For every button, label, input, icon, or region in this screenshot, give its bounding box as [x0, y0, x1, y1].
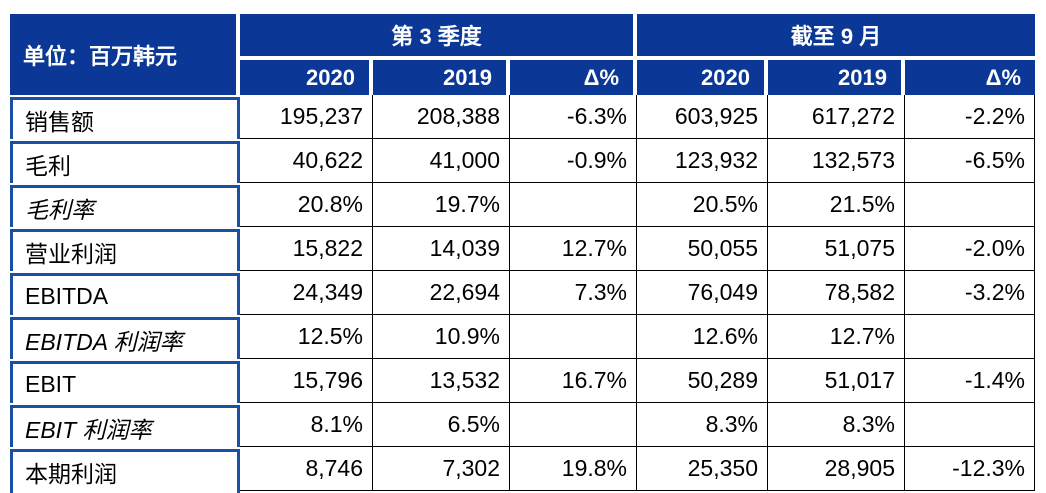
year-header-ytd-2020: 2020 [637, 60, 764, 95]
table-cell: 19.7% [373, 183, 510, 227]
table-cell: 132,573 [768, 139, 905, 183]
row-label-sales: 销售额 [10, 96, 240, 144]
delta-header-ytd: Δ% [905, 60, 1035, 95]
row-label-ebitda-margin: EBITDA 利润率 [10, 316, 240, 364]
table-cell: 14,039 [373, 227, 510, 271]
table-cell: 13,532 [373, 359, 510, 403]
table-cell: 21.5% [768, 183, 905, 227]
table-cell: -12.3% [905, 447, 1035, 491]
table-cell [510, 403, 637, 447]
table-cell [510, 183, 637, 227]
table-cell: 51,017 [768, 359, 905, 403]
table-row-label: EBIT 利润率 [10, 403, 240, 452]
table-cell: 8.1% [240, 403, 373, 447]
table-cell: 50,055 [637, 227, 768, 271]
table-row-label: 毛利 [10, 139, 240, 188]
table-cell: 12.6% [637, 315, 768, 359]
year-header-ytd-2019: 2019 [768, 60, 901, 95]
table-cell: -6.3% [510, 95, 637, 139]
table-cell [905, 315, 1035, 359]
table-cell: 15,822 [240, 227, 373, 271]
table-cell: 20.8% [240, 183, 373, 227]
row-label-ebit: EBIT [10, 360, 240, 408]
table-row-label: 营业利润 [10, 227, 240, 276]
table-cell: -2.2% [905, 95, 1035, 139]
table-cell: 12.7% [768, 315, 905, 359]
table-cell: 123,932 [637, 139, 768, 183]
table-cell: 41,000 [373, 139, 510, 183]
unit-header-cell: 单位：百万韩元 [10, 14, 236, 95]
table-cell: 24,349 [240, 271, 373, 315]
table-cell: -6.5% [905, 139, 1035, 183]
table-cell: -1.4% [905, 359, 1035, 403]
table-cell: 50,289 [637, 359, 768, 403]
table-cell [510, 315, 637, 359]
table-cell: 6.5% [373, 403, 510, 447]
financial-results-table: 单位：百万韩元 第 3 季度 截至 9 月 2020 2019 Δ% 2020 … [10, 14, 1035, 493]
table-cell: 78,582 [768, 271, 905, 315]
table-row-label: 销售额 [10, 95, 240, 144]
table-cell: 51,075 [768, 227, 905, 271]
row-label-net-profit: 本期利润 [10, 448, 240, 493]
table-cell: 208,388 [373, 95, 510, 139]
table-cell: 15,796 [240, 359, 373, 403]
table-cell: -0.9% [510, 139, 637, 183]
delta-header-q3: Δ% [510, 60, 633, 95]
table-cell: 19.8% [510, 447, 637, 491]
column-group-q3: 第 3 季度 [240, 14, 633, 56]
table-row-label: EBITDA [10, 271, 240, 320]
row-label-ebit-margin: EBIT 利润率 [10, 404, 240, 452]
table-cell: 195,237 [240, 95, 373, 139]
table-cell: 25,350 [637, 447, 768, 491]
row-label-gross-profit: 毛利 [10, 140, 240, 188]
table-cell: 76,049 [637, 271, 768, 315]
row-label-ebitda: EBITDA [10, 272, 240, 320]
table-cell: 8.3% [768, 403, 905, 447]
table-cell: 7,302 [373, 447, 510, 491]
year-header-q3-2019: 2019 [373, 60, 506, 95]
table-row-label: EBIT [10, 359, 240, 408]
table-cell: 603,925 [637, 95, 768, 139]
table-cell: 12.5% [240, 315, 373, 359]
table-cell: 10.9% [373, 315, 510, 359]
table-cell: 40,622 [240, 139, 373, 183]
column-group-through-september: 截至 9 月 [637, 14, 1035, 56]
table-row-label: EBITDA 利润率 [10, 315, 240, 364]
table-cell: 20.5% [637, 183, 768, 227]
table-cell: 16.7% [510, 359, 637, 403]
row-label-gross-margin: 毛利率 [10, 184, 240, 232]
table-cell: 617,272 [768, 95, 905, 139]
table-cell: 28,905 [768, 447, 905, 491]
year-header-q3-2020: 2020 [240, 60, 369, 95]
table-cell: -2.0% [905, 227, 1035, 271]
table-cell: 8,746 [240, 447, 373, 491]
table-cell: 22,694 [373, 271, 510, 315]
table-cell: -3.2% [905, 271, 1035, 315]
table-row-label: 本期利润 [10, 447, 240, 493]
table-cell: 8.3% [637, 403, 768, 447]
table-cell [905, 403, 1035, 447]
table-cell: 7.3% [510, 271, 637, 315]
row-label-operating-profit: 营业利润 [10, 228, 240, 276]
table-cell: 12.7% [510, 227, 637, 271]
table-row-label: 毛利率 [10, 183, 240, 232]
table-cell [905, 183, 1035, 227]
